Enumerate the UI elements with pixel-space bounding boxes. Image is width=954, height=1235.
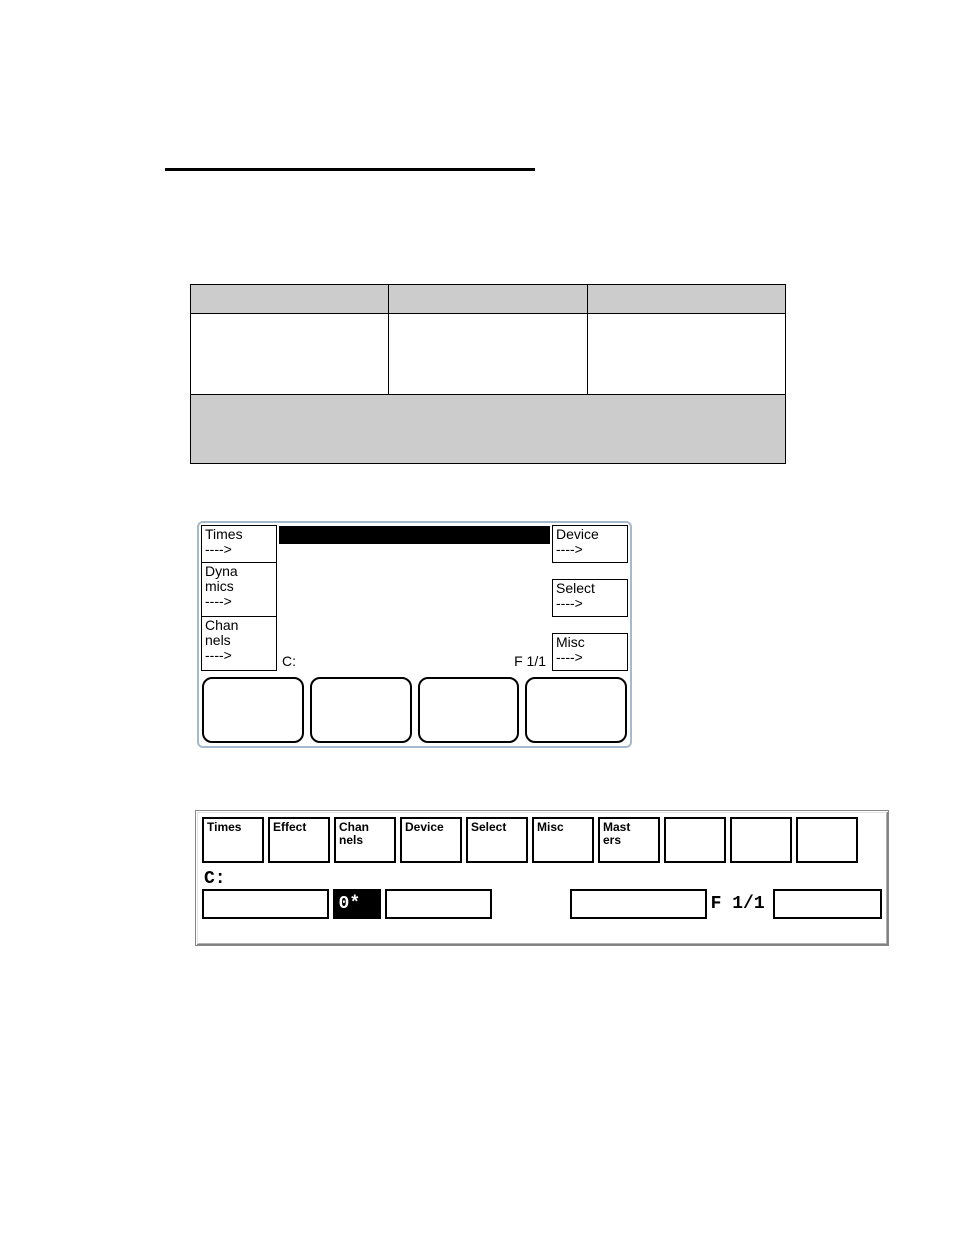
table-header-cell (191, 285, 389, 314)
softkey-channels[interactable]: Chan nels (334, 817, 396, 863)
table-body-cell (587, 314, 785, 395)
table-body-cell (389, 314, 587, 395)
softkey-left-column: Times ----> Dyna mics ----> Chan nels --… (201, 525, 277, 671)
layout-table (190, 284, 786, 464)
table-header-cell (587, 285, 785, 314)
softkey-empty[interactable] (796, 817, 858, 863)
softkey-times[interactable]: Times ----> (201, 525, 277, 563)
table-footer-cell (191, 395, 786, 464)
softkey-device[interactable]: Device (400, 817, 462, 863)
softkey-panel-small: Times ----> Dyna mics ----> Chan nels --… (197, 521, 632, 748)
wheel-slot[interactable] (525, 677, 627, 743)
softkey-select[interactable]: Select (466, 817, 528, 863)
softkey-misc[interactable]: Misc ----> (552, 633, 628, 671)
field-box[interactable] (570, 889, 706, 919)
command-line-label: C: (204, 869, 882, 889)
softkey-times[interactable]: Times (202, 817, 264, 863)
wheel-slot[interactable] (310, 677, 412, 743)
command-line-label: C: (282, 653, 296, 669)
status-box: 0* (333, 889, 382, 919)
heading-underline (165, 168, 535, 171)
softkey-channels[interactable]: Chan nels ----> (201, 616, 277, 671)
table-body-cell (191, 314, 389, 395)
page-indicator: F 1/1 (711, 894, 769, 914)
softkey-right-column: Device ----> Select ----> Misc ----> (552, 525, 628, 671)
table-header-cell (389, 285, 587, 314)
field-box[interactable] (773, 889, 882, 919)
softkey-panel-wide: Times Effect Chan nels Device Select Mis… (195, 810, 889, 946)
title-bar (279, 526, 550, 544)
softkey-top-row: Times Effect Chan nels Device Select Mis… (202, 817, 882, 863)
softkey-dynamics[interactable]: Dyna mics ----> (201, 562, 277, 617)
softkey-select[interactable]: Select ----> (552, 579, 628, 617)
softkey-device[interactable]: Device ----> (552, 525, 628, 563)
softkey-misc[interactable]: Misc (532, 817, 594, 863)
page-indicator: F 1/1 (514, 653, 546, 669)
softkey-empty[interactable] (730, 817, 792, 863)
wheel-slot[interactable] (418, 677, 520, 743)
wheel-row (202, 677, 627, 743)
command-row: 0* F 1/1 (202, 889, 882, 919)
field-box[interactable] (385, 889, 492, 919)
softkey-masters[interactable]: Mast ers (598, 817, 660, 863)
wheel-slot[interactable] (202, 677, 304, 743)
softkey-empty[interactable] (664, 817, 726, 863)
command-input[interactable] (202, 889, 329, 919)
softkey-effect[interactable]: Effect (268, 817, 330, 863)
